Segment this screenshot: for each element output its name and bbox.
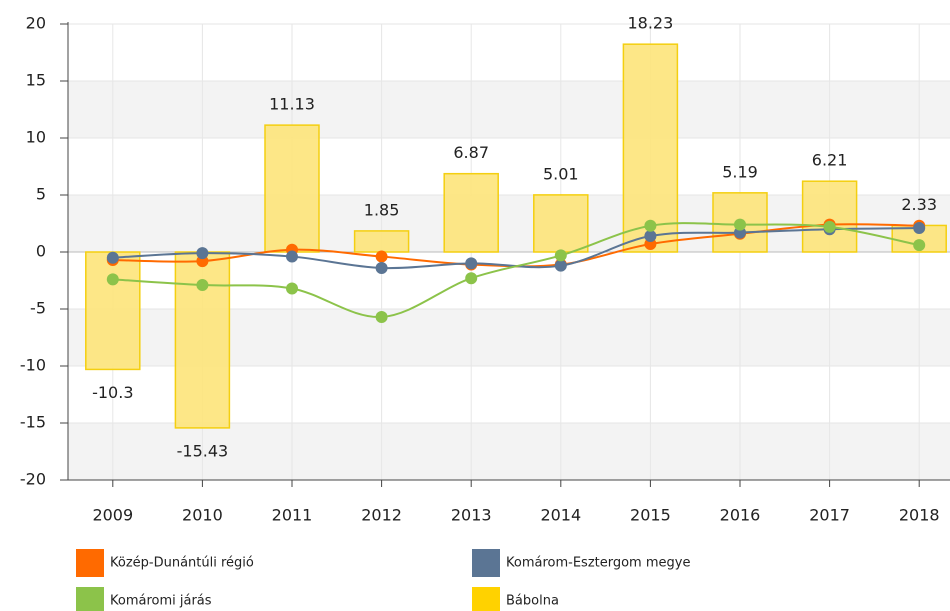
x-tick-label: 2018 bbox=[899, 506, 940, 525]
bar bbox=[622, 43, 679, 253]
bar bbox=[264, 124, 320, 253]
data-label: 5.01 bbox=[543, 164, 579, 183]
x-tick-label: 2017 bbox=[809, 506, 850, 525]
y-tick-label: -10 bbox=[20, 356, 46, 375]
y-tick-label: 0 bbox=[36, 242, 46, 261]
y-tick-label: -15 bbox=[20, 413, 46, 432]
legend-swatch bbox=[472, 587, 500, 611]
x-tick-label: 2010 bbox=[182, 506, 223, 525]
point bbox=[913, 239, 926, 252]
legend-label: Bábolna bbox=[506, 594, 559, 609]
y-tick-label: -5 bbox=[30, 299, 46, 318]
point bbox=[375, 250, 388, 263]
legend-label: Komárom-Esztergom megye bbox=[506, 556, 690, 571]
point bbox=[196, 247, 209, 260]
x-tick-label: 2012 bbox=[361, 506, 402, 525]
x-tick-label: 2016 bbox=[720, 506, 761, 525]
point bbox=[823, 220, 836, 233]
y-tick-label: -20 bbox=[20, 470, 46, 489]
grid-band bbox=[68, 423, 950, 480]
x-tick-label: 2014 bbox=[540, 506, 581, 525]
point bbox=[913, 222, 926, 235]
point bbox=[465, 257, 478, 270]
legend-swatch bbox=[76, 549, 104, 577]
data-label: 18.23 bbox=[627, 14, 673, 33]
line bbox=[112, 222, 920, 318]
point bbox=[375, 310, 388, 323]
legend-swatch bbox=[472, 549, 500, 577]
y-tick-label: 15 bbox=[26, 71, 46, 90]
point bbox=[554, 259, 567, 272]
point bbox=[196, 279, 209, 292]
grid-band bbox=[68, 81, 950, 138]
legend-label: Komáromi járás bbox=[110, 594, 212, 609]
data-label: -10.3 bbox=[92, 383, 133, 402]
data-label: 6.87 bbox=[453, 143, 489, 162]
point bbox=[286, 282, 298, 295]
data-label: 1.85 bbox=[364, 200, 400, 219]
point bbox=[106, 273, 119, 286]
point bbox=[734, 218, 746, 231]
y-tick-label: 20 bbox=[26, 14, 46, 33]
bar bbox=[353, 230, 410, 253]
data-label: 2.33 bbox=[901, 195, 937, 214]
bar bbox=[533, 194, 589, 253]
point bbox=[465, 272, 478, 285]
data-label: 5.19 bbox=[722, 162, 758, 181]
data-label: 6.21 bbox=[812, 151, 848, 170]
legend-label: Közép-Dunántúli régió bbox=[110, 556, 254, 571]
point bbox=[375, 261, 388, 274]
point bbox=[286, 250, 298, 263]
point bbox=[106, 251, 119, 264]
legend-swatch bbox=[76, 587, 104, 611]
point bbox=[554, 249, 567, 262]
bar bbox=[174, 251, 231, 429]
bar bbox=[801, 180, 858, 253]
point bbox=[644, 230, 657, 243]
data-label: 11.13 bbox=[269, 95, 315, 114]
data-label: -15.43 bbox=[177, 441, 229, 460]
x-tick-label: 2013 bbox=[451, 506, 492, 525]
bar bbox=[443, 172, 499, 253]
y-tick-label: 10 bbox=[26, 128, 46, 147]
point bbox=[644, 219, 657, 232]
bar bbox=[85, 251, 141, 371]
x-tick-label: 2011 bbox=[272, 506, 313, 525]
x-tick-label: 2015 bbox=[630, 506, 671, 525]
y-tick-label: 5 bbox=[36, 185, 46, 204]
x-tick-label: 2009 bbox=[92, 506, 133, 525]
